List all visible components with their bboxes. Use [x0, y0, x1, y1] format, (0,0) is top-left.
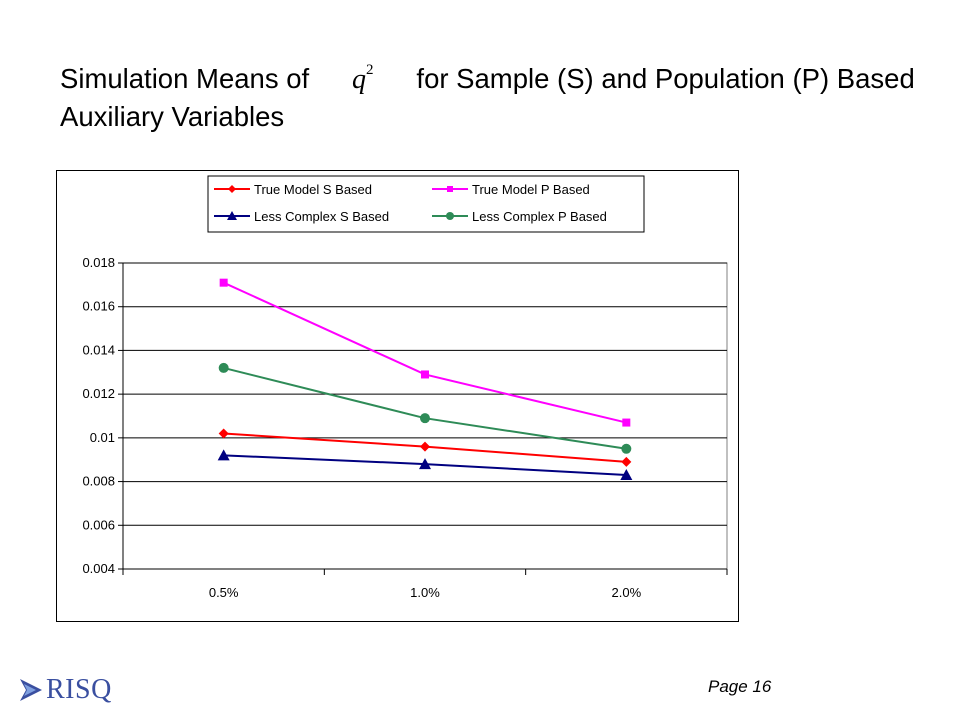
x-tick-label: 2.0% [612, 585, 642, 600]
legend-label: Less Complex P Based [472, 209, 607, 224]
title-symbol-exponent: 2 [366, 62, 374, 78]
title-part1: Simulation Means of [60, 63, 317, 94]
logo-arrow-icon [20, 679, 42, 701]
data-point [421, 370, 429, 379]
y-tick-label: 0.012 [82, 386, 115, 401]
chart-frame: 0.004 0.006 0.008 0.01 0.012 0.014 0.016 0.018 0… [56, 170, 739, 622]
data-point [419, 458, 431, 470]
q-squared-symbol: q2 [317, 52, 409, 98]
legend-label: True Model S Based [254, 182, 372, 197]
data-point [620, 469, 633, 481]
legend-label: Less Complex S Based [254, 209, 389, 224]
y-tick-label: 0.006 [82, 517, 115, 532]
data-point [219, 278, 228, 287]
data-point [218, 362, 229, 373]
legend-marker [227, 211, 237, 220]
x-tick-label: 0.5% [209, 585, 239, 600]
y-tick-label: 0.018 [82, 255, 115, 270]
title-symbol: q [352, 64, 367, 95]
y-tick-label: 0.004 [82, 561, 115, 576]
title-part2: for Sample (S) and Population (P) Based … [60, 63, 915, 132]
y-tick-label: 0.014 [82, 342, 115, 357]
data-point [218, 428, 229, 439]
data-point [622, 418, 631, 427]
y-tick-label: 0.01 [90, 430, 115, 445]
legend-box [207, 175, 645, 233]
legend-marker [228, 185, 236, 193]
x-tick-label: 1.0% [410, 585, 440, 600]
line-chart: 0.004 0.006 0.008 0.01 0.012 0.014 0.016 0.018 0… [82, 175, 728, 600]
slide-title: Simulation Means of q2 for Sample (S) an… [60, 52, 920, 135]
data-point [420, 441, 430, 452]
y-tick-label: 0.008 [82, 474, 115, 489]
data-point [621, 443, 632, 454]
legend-marker [447, 186, 453, 192]
legend-label: True Model P Based [472, 182, 590, 197]
data-point [621, 456, 632, 467]
risq-logo: RISQ [18, 674, 158, 706]
data-point [217, 449, 230, 461]
legend-marker [446, 212, 454, 220]
y-tick-label: 0.016 [82, 299, 115, 314]
page-number: Page 16 [708, 677, 772, 696]
data-point [420, 413, 430, 424]
logo-text: RISQ [46, 674, 112, 705]
